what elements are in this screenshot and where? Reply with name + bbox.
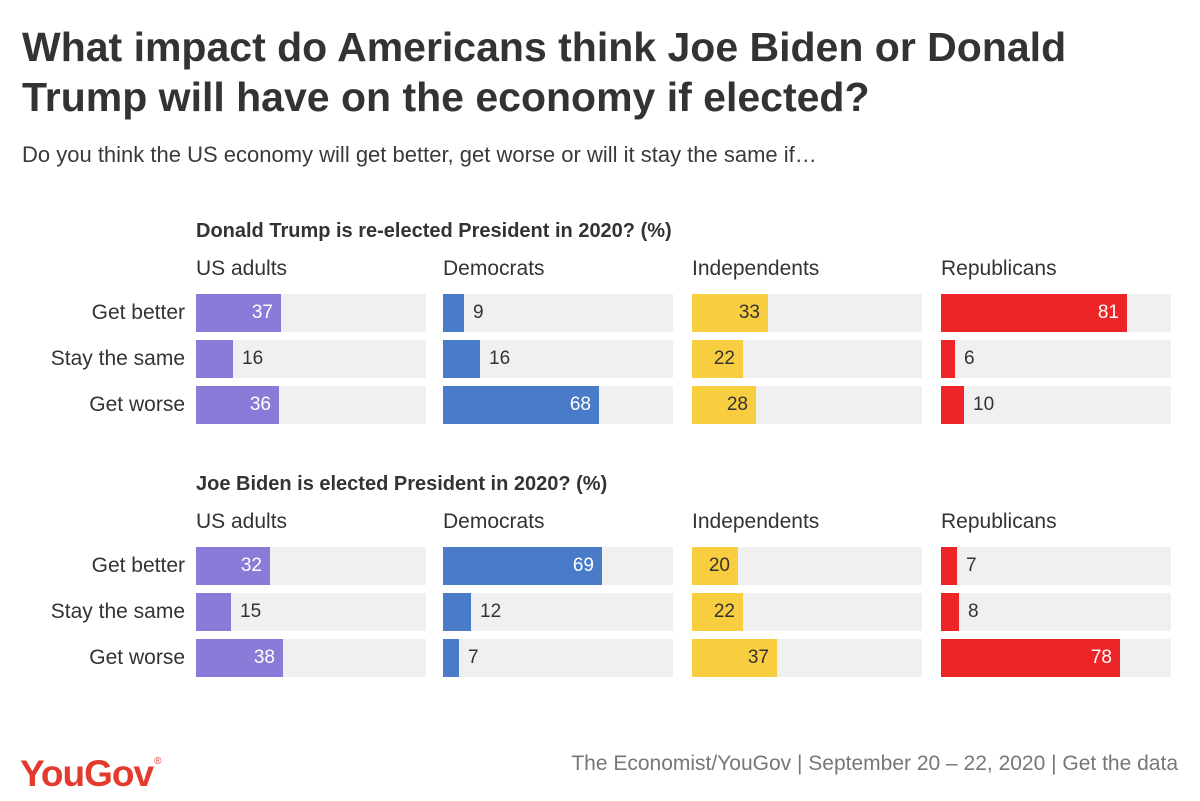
data-label: 16 (242, 348, 264, 369)
bar-track: 37 (692, 639, 922, 677)
data-label: 6 (964, 348, 975, 369)
row-label: Get better (91, 301, 185, 324)
source-note: The Economist/YouGov | September 20 – 22… (571, 752, 1178, 775)
bar (941, 340, 955, 378)
bar-track: 20 (692, 547, 922, 585)
bar-track: 15 (196, 593, 426, 631)
bar-track: 12 (443, 593, 673, 631)
data-label: 7 (966, 555, 977, 576)
bar (692, 639, 777, 677)
chart-title: What impact do Americans think Joe Biden… (22, 24, 1067, 120)
group-header: US adults (196, 257, 288, 280)
data-label: 36 (249, 394, 271, 415)
bar-track: 10 (941, 386, 1171, 424)
bar (692, 547, 738, 585)
bar-track: 38 (196, 639, 426, 677)
row-label: Get better (91, 554, 185, 577)
panel-title: Donald Trump is re-elected President in … (196, 220, 672, 242)
group-header: US adults (196, 510, 288, 533)
data-label: 33 (738, 302, 760, 323)
bar-track: 8 (941, 593, 1171, 631)
data-label: 81 (1097, 302, 1119, 323)
data-label: 38 (253, 647, 275, 668)
group-header: Independents (692, 257, 820, 280)
data-label: 7 (468, 647, 479, 668)
bar-track: 69 (443, 547, 673, 585)
bar (941, 386, 964, 424)
bar (443, 340, 480, 378)
logo-text: YouGov (20, 753, 154, 794)
bar-track: 37 (196, 294, 426, 332)
bar (941, 593, 959, 631)
data-label: 10 (973, 394, 995, 415)
data-label: 8 (968, 601, 979, 622)
bar-track: 16 (196, 340, 426, 378)
bar (196, 340, 233, 378)
bar (443, 639, 459, 677)
bar (196, 386, 279, 424)
data-label: 22 (713, 348, 735, 369)
bar-track: 32 (196, 547, 426, 585)
bar-track: 36 (196, 386, 426, 424)
data-label: 16 (489, 348, 511, 369)
data-label: 20 (708, 555, 730, 576)
data-label: 68 (569, 394, 591, 415)
yougov-logo: YouGov® (20, 753, 162, 794)
bar-track: 33 (692, 294, 922, 332)
bar (692, 593, 743, 631)
group-header: Democrats (443, 257, 545, 280)
data-label: 32 (240, 555, 262, 576)
bar-track: 6 (941, 340, 1171, 378)
bar-track: 22 (692, 593, 922, 631)
group-header: Democrats (443, 510, 545, 533)
data-label: 22 (713, 601, 735, 622)
bar (692, 386, 756, 424)
data-label: 69 (572, 555, 594, 576)
bar-track: 22 (692, 340, 922, 378)
chart-panel: Joe Biden is elected President in 2020? … (0, 471, 1200, 701)
row-label: Get worse (89, 646, 185, 669)
group-header: Republicans (941, 510, 1057, 533)
bar-track: 9 (443, 294, 673, 332)
bar-track: 81 (941, 294, 1171, 332)
bar (692, 340, 743, 378)
data-label: 9 (473, 302, 484, 323)
row-label: Get worse (89, 393, 185, 416)
bar (196, 593, 231, 631)
bar (443, 593, 471, 631)
chart-panel: Donald Trump is re-elected President in … (0, 218, 1200, 448)
bar (196, 547, 270, 585)
bar-track: 68 (443, 386, 673, 424)
data-label: 15 (240, 601, 262, 622)
group-header: Republicans (941, 257, 1057, 280)
data-label: 37 (747, 647, 769, 668)
row-label: Stay the same (50, 347, 185, 370)
bar (443, 294, 464, 332)
bar-track: 78 (941, 639, 1171, 677)
panel-title: Joe Biden is elected President in 2020? … (196, 473, 608, 495)
bar-track: 7 (941, 547, 1171, 585)
data-label: 12 (480, 601, 502, 622)
data-label: 28 (726, 394, 748, 415)
bar (692, 294, 768, 332)
row-label: Stay the same (50, 600, 185, 623)
bar (941, 547, 957, 585)
bar (941, 294, 1127, 332)
chart-subtitle: Do you think the US economy will get bet… (22, 142, 817, 167)
bar-track: 28 (692, 386, 922, 424)
group-header: Independents (692, 510, 820, 533)
data-label: 37 (251, 302, 273, 323)
data-label: 78 (1090, 647, 1112, 668)
bar-track: 7 (443, 639, 673, 677)
bar (443, 386, 599, 424)
bar (443, 547, 602, 585)
bar (941, 639, 1120, 677)
bar (196, 639, 283, 677)
bar (196, 294, 281, 332)
bar-track: 16 (443, 340, 673, 378)
